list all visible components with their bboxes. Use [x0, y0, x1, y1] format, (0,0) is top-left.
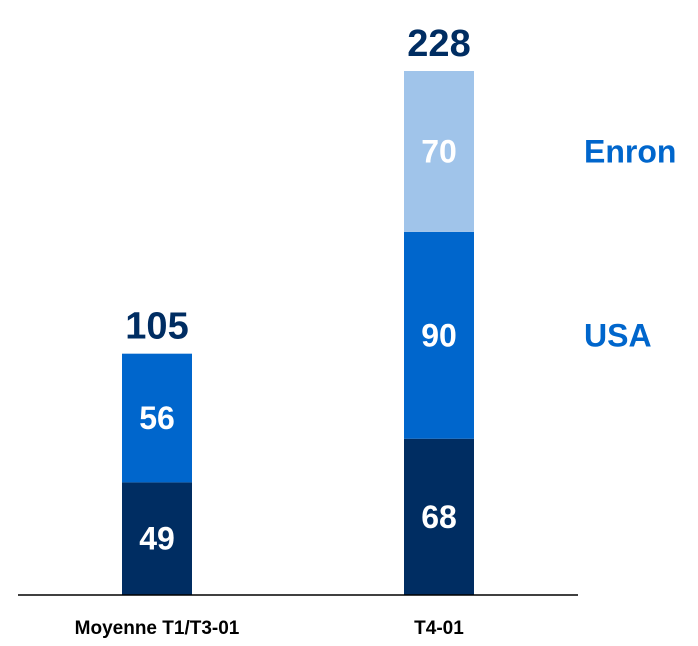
legend-label-enron: Enron — [584, 133, 676, 169]
segment-value-label: 49 — [139, 521, 175, 557]
x-tick-label: T4-01 — [414, 618, 464, 639]
segment-value-label: 68 — [421, 499, 457, 535]
bar-segment-2-2 — [404, 231, 474, 439]
total-value-label: 105 — [125, 306, 188, 348]
legend-label-usa: USA — [584, 317, 652, 353]
segment-value-label: 90 — [421, 317, 457, 353]
segment-value-label: 56 — [139, 400, 175, 436]
bar-segment-1-1 — [122, 482, 192, 595]
bar-segment-1-2 — [404, 438, 474, 595]
segment-value-label: 70 — [421, 133, 457, 169]
total-value-label: 228 — [407, 23, 470, 65]
bar-segment-2-1 — [122, 353, 192, 483]
x-tick-label: Moyenne T1/T3-01 — [75, 618, 240, 639]
bar-segment-3-2 — [404, 71, 474, 232]
